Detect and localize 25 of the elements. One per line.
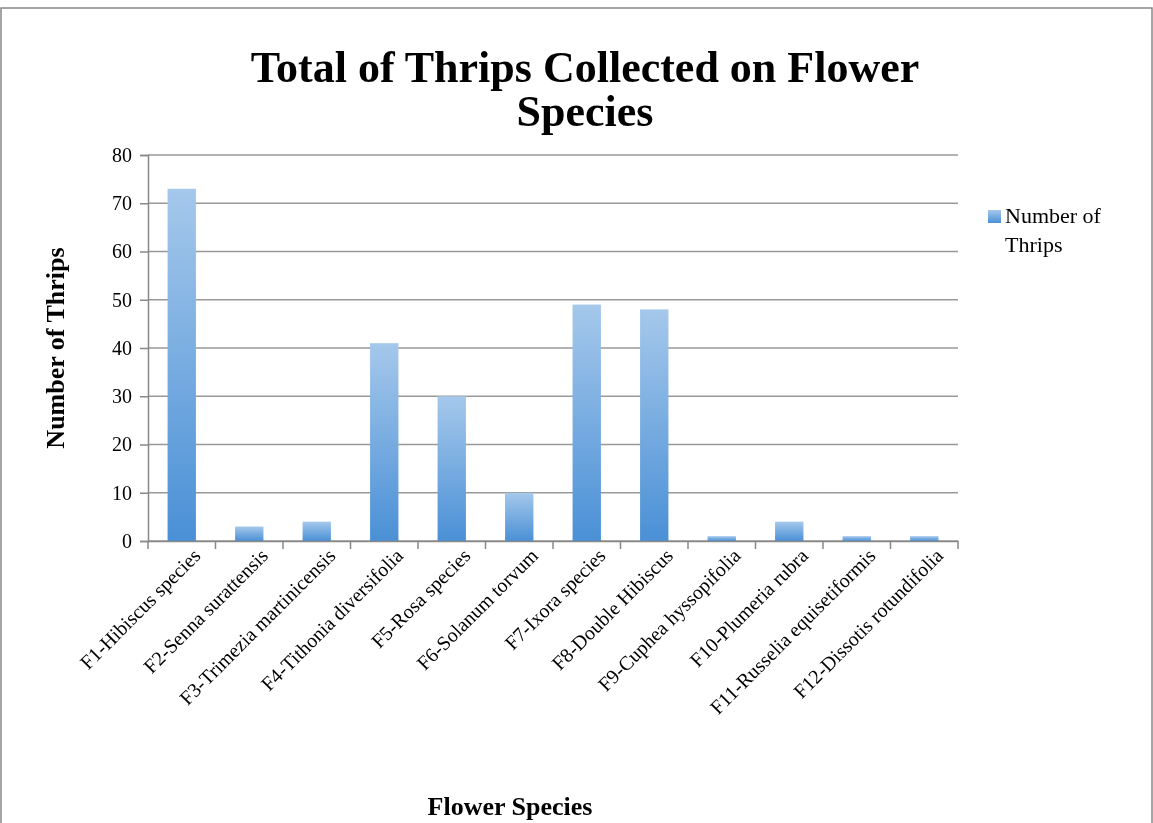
y-tick-label: 40 [112,336,132,359]
bar [640,309,669,541]
bar [910,536,939,541]
bar [370,343,399,541]
x-axis-title: Flower Species [427,792,593,821]
y-tick-label: 70 [112,192,132,215]
y-tick-label: 20 [112,433,132,456]
y-tick-label: 30 [112,385,132,408]
bar [775,521,804,541]
bar [707,536,736,541]
bar [235,526,264,541]
bar [167,188,196,541]
chart-title: Total of Thrips Collected on Flower Species [250,43,920,136]
y-axis-title: Number of Thrips [41,247,70,449]
y-tick-label: 80 [112,143,132,166]
bar [505,492,534,541]
y-tick-label: 60 [112,240,132,263]
y-tick-label: 0 [122,529,132,552]
bar [842,536,871,541]
legend-label: Number of Thrips [1005,203,1102,257]
y-tick-label: 50 [112,288,132,311]
bar [437,396,466,541]
bar [302,521,331,541]
bar [572,304,601,541]
y-tick-label: 10 [112,481,132,504]
